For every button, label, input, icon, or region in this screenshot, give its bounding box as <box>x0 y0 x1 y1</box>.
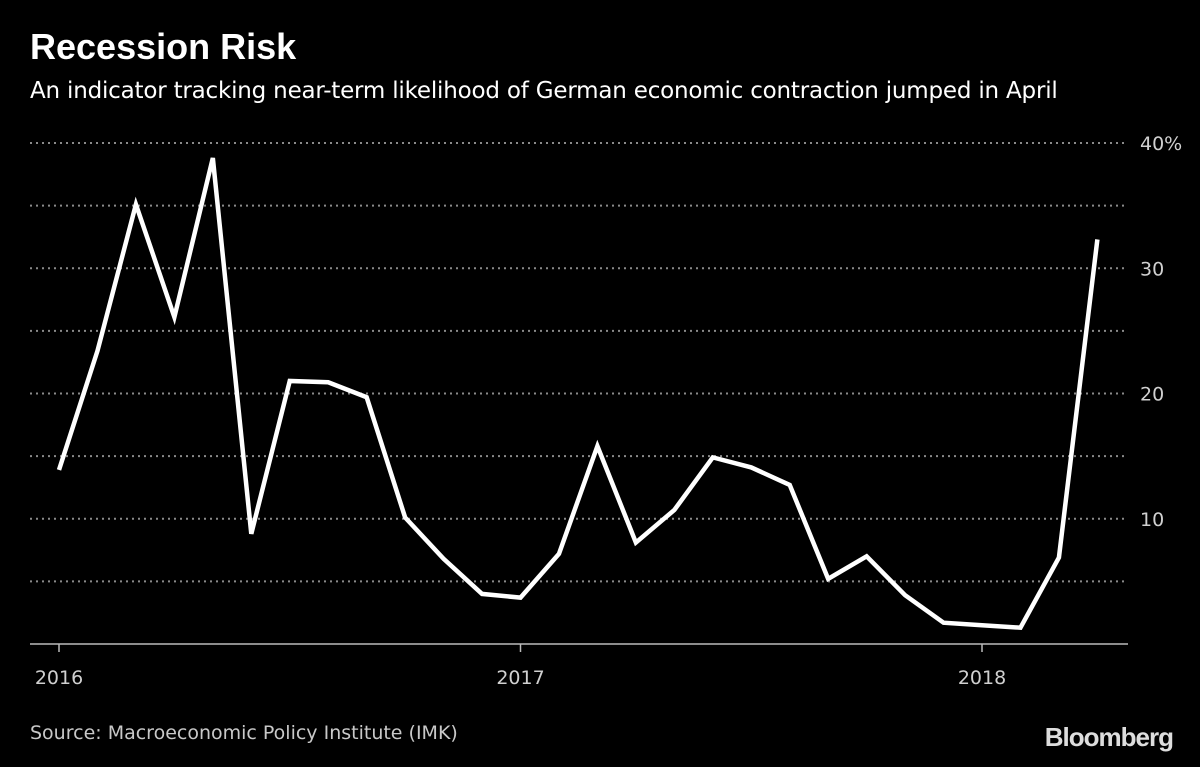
source-note: Source: Macroeconomic Policy Institute (… <box>30 722 458 744</box>
x-tick-label: 2017 <box>496 667 544 689</box>
y-tick-label: 30 <box>1140 258 1164 280</box>
bloomberg-logo: Bloomberg <box>1044 722 1174 752</box>
y-tick-label: 40% <box>1140 133 1182 155</box>
x-tick-label: 2016 <box>35 667 83 689</box>
x-tick-label: 2018 <box>958 667 1006 689</box>
chart-subtitle: An indicator tracking near-term likeliho… <box>30 78 1058 104</box>
y-tick-label: 20 <box>1140 384 1164 406</box>
y-tick-label: 10 <box>1140 509 1164 531</box>
chart-title: Recession Risk <box>30 26 297 67</box>
series-line <box>56 157 1100 631</box>
